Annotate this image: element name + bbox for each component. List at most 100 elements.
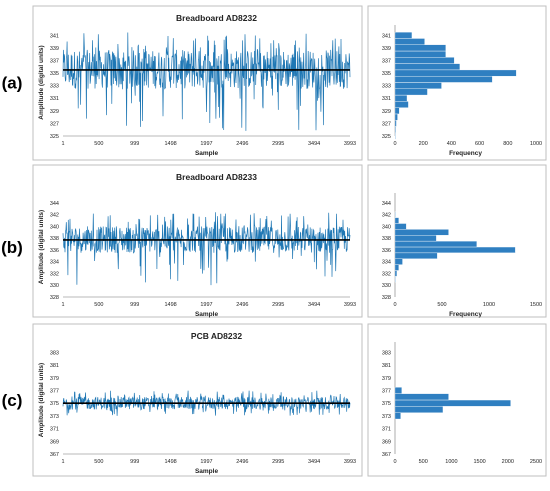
x-tick-label: 800 bbox=[503, 141, 512, 147]
x-tick-label: 2000 bbox=[502, 459, 514, 465]
x-tick-label: 400 bbox=[447, 141, 456, 147]
y-tick-label: 369 bbox=[382, 439, 391, 445]
x-tick-label: 999 bbox=[130, 141, 139, 147]
x-tick-label: 2500 bbox=[530, 459, 542, 465]
x-tick-label: 1 bbox=[61, 302, 64, 308]
panel-label: (a) bbox=[2, 74, 23, 93]
histogram-bar bbox=[394, 38, 425, 45]
chart-title: Breadboard AD8232 bbox=[176, 13, 257, 23]
y-tick-label: 327 bbox=[382, 121, 391, 127]
chart-frame bbox=[32, 164, 363, 318]
y-tick-label: 338 bbox=[50, 236, 59, 242]
histogram-bar bbox=[394, 132, 396, 140]
histogram-bar bbox=[394, 57, 455, 64]
histogram-bar bbox=[394, 107, 400, 115]
x-tick-label: 500 bbox=[94, 459, 103, 465]
histogram-chart-1: 325 327 329 331 333 335 337 339 341 0 200 400 600 800… bbox=[367, 5, 547, 161]
y-tick-label: 367 bbox=[50, 452, 59, 458]
y-tick-label: 381 bbox=[50, 363, 59, 369]
y-tick-label: 383 bbox=[50, 350, 59, 356]
y-tick-label: 341 bbox=[50, 33, 59, 39]
histogram-bar bbox=[394, 32, 413, 39]
y-tick-label: 342 bbox=[50, 213, 59, 219]
x-tick-label: 1498 bbox=[165, 141, 177, 147]
x-tick-label: 1498 bbox=[165, 459, 177, 465]
x-tick-label: 1500 bbox=[473, 459, 485, 465]
signal-trace bbox=[62, 32, 351, 131]
y-tick-label: 381 bbox=[382, 363, 391, 369]
y-tick-label: 340 bbox=[50, 224, 59, 230]
y-axis-label: Amplitude (digital units) bbox=[38, 363, 45, 437]
y-tick-label: 339 bbox=[50, 46, 59, 52]
y-tick-label: 373 bbox=[50, 414, 59, 420]
x-tick-label: 2995 bbox=[272, 302, 284, 308]
x-tick-label: 2496 bbox=[236, 459, 248, 465]
histogram-bar bbox=[394, 246, 516, 253]
x-tick-label: 2995 bbox=[272, 141, 284, 147]
x-tick-label: 2496 bbox=[236, 302, 248, 308]
chart-title: PCB AD8232 bbox=[191, 331, 242, 341]
time-series-chart-2: 328 330 332 334 336 338 340 342 344 Breadboard AD… bbox=[32, 164, 363, 318]
y-tick-label: 330 bbox=[50, 283, 59, 289]
y-tick-label: 333 bbox=[382, 84, 391, 90]
y-tick-label: 336 bbox=[382, 248, 391, 254]
x-tick-label: 3993 bbox=[344, 302, 356, 308]
histogram-bar bbox=[394, 264, 399, 271]
histogram-bar bbox=[394, 50, 446, 58]
y-tick-label: 371 bbox=[50, 427, 59, 433]
histogram-bar bbox=[394, 241, 477, 248]
x-tick-label: 999 bbox=[130, 302, 139, 308]
y-axis-label: Amplitude (digital units) bbox=[38, 45, 45, 119]
y-tick-label: 341 bbox=[382, 33, 391, 39]
y-tick-label: 383 bbox=[382, 350, 391, 356]
time-series-chart-1: 325 327 329 331 333 335 337 339 341 Breadboard AD… bbox=[32, 5, 363, 161]
histogram-bar bbox=[394, 399, 511, 407]
y-tick-label: 340 bbox=[382, 224, 391, 230]
y-tick-label: 335 bbox=[382, 71, 391, 77]
x-tick-label: 1997 bbox=[200, 459, 212, 465]
histogram-bar bbox=[394, 95, 408, 102]
x-axis-label: Frequency bbox=[449, 150, 482, 157]
histogram-bar bbox=[394, 211, 396, 218]
y-tick-label: 371 bbox=[382, 427, 391, 433]
y-tick-label: 330 bbox=[382, 283, 391, 289]
histogram-bar bbox=[394, 76, 493, 83]
x-axis-label: Sample bbox=[195, 311, 219, 318]
histogram-bar bbox=[394, 229, 449, 236]
y-tick-label: 342 bbox=[382, 213, 391, 219]
time-series-chart-3: 367 369 371 373 375 377 379 381 383 PCB AD8232 1 50… bbox=[32, 323, 363, 477]
y-tick-label: 344 bbox=[50, 201, 59, 207]
x-tick-label: 1 bbox=[61, 459, 64, 465]
y-tick-label: 332 bbox=[50, 271, 59, 277]
histogram-bar bbox=[394, 252, 438, 259]
y-tick-label: 337 bbox=[382, 58, 391, 64]
histogram-bar bbox=[394, 393, 449, 401]
x-axis-label: Sample bbox=[195, 150, 219, 157]
y-tick-label: 333 bbox=[50, 84, 59, 90]
y-tick-label: 367 bbox=[382, 452, 391, 458]
y-tick-label: 377 bbox=[382, 388, 391, 394]
x-tick-label: 0 bbox=[393, 302, 396, 308]
histogram-chart-3: 367 369 371 373 375 377 379 381 383 0 500 1000 1500 2… bbox=[367, 323, 547, 477]
histogram-bar bbox=[394, 44, 446, 52]
x-tick-label: 3494 bbox=[308, 459, 320, 465]
histogram-bar bbox=[394, 235, 437, 242]
histogram-bar bbox=[394, 126, 396, 133]
x-tick-label: 3494 bbox=[308, 302, 320, 308]
histogram-bar bbox=[394, 120, 397, 127]
histogram-bar bbox=[394, 69, 517, 77]
x-axis-label: Frequency bbox=[449, 311, 482, 318]
x-tick-label: 200 bbox=[419, 141, 428, 147]
y-tick-label: 334 bbox=[50, 260, 59, 266]
y-tick-label: 336 bbox=[50, 248, 59, 254]
y-tick-label: 325 bbox=[382, 134, 391, 140]
x-axis-label: Sample bbox=[195, 468, 219, 475]
y-tick-label: 375 bbox=[382, 401, 391, 407]
x-tick-label: 0 bbox=[393, 459, 396, 465]
y-tick-label: 338 bbox=[382, 236, 391, 242]
histogram-bar bbox=[394, 406, 444, 413]
histogram-bar bbox=[394, 223, 407, 230]
y-tick-label: 344 bbox=[382, 201, 391, 207]
histogram-bar bbox=[394, 270, 398, 277]
histogram-bar bbox=[394, 258, 403, 265]
